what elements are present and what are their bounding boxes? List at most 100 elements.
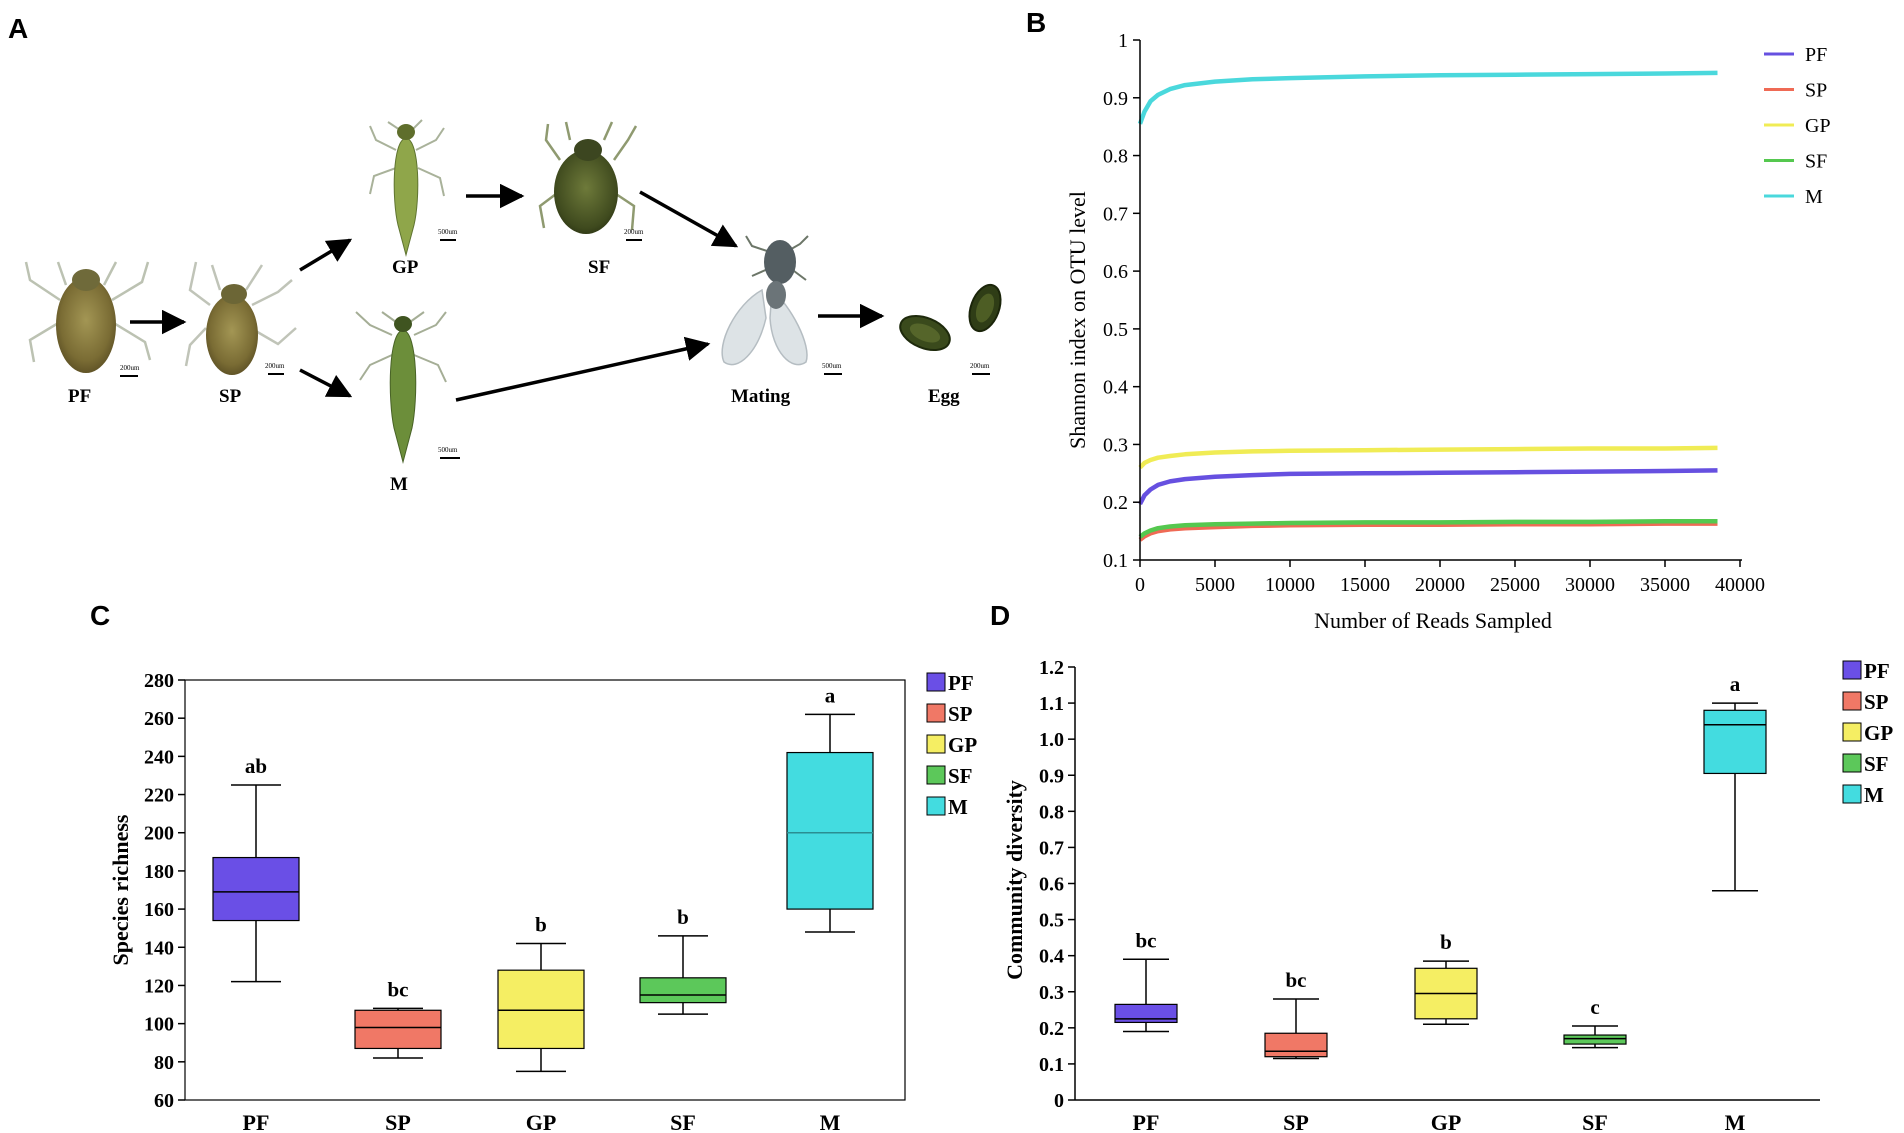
d-y-tick-label: 0.2	[1039, 1018, 1064, 1040]
d-box-pf: bc	[1114, 928, 1178, 1033]
c-y-tick-label: 280	[144, 670, 174, 692]
c-plot-frame	[184, 679, 906, 1101]
c-x-label-pf: PF	[243, 1110, 270, 1133]
panel-label-c: C	[90, 600, 110, 631]
c-y-tick-label: 160	[144, 899, 174, 921]
d-iqr-box-pf	[1114, 1003, 1178, 1024]
d-y-tick-label: 0	[1054, 1090, 1064, 1112]
c-sig-letter-pf: ab	[245, 754, 267, 778]
c-y-axis-title: Species richness	[108, 814, 133, 965]
b-x-tick-label: 10000	[1265, 574, 1315, 596]
scale-text-sf: 200um	[624, 228, 644, 236]
d-legend-swatch-pf	[1842, 660, 1862, 680]
d-y-tick-label: 1.2	[1039, 657, 1064, 679]
d-y-axis-title: Community diversity	[1002, 780, 1027, 980]
c-box-sp: bc	[354, 977, 442, 1059]
c-iqr-box-sf	[639, 977, 727, 1004]
d-y-tick-label: 1.1	[1039, 693, 1064, 715]
b-x-axis-title: Number of Reads Sampled	[1314, 608, 1552, 633]
b-y-tick-label: 0.5	[1103, 319, 1128, 341]
aphid-mating-image	[721, 235, 809, 366]
b-series-group	[1137, 70, 1718, 542]
c-legend-swatch-sf	[926, 765, 946, 785]
panel-label-a: A	[8, 13, 28, 44]
c-x-labels: PF SP GP SF M	[243, 1110, 841, 1133]
c-y-ticks: 60 80 100 120 140 160 180 200 220 240 260 280	[144, 670, 185, 1112]
arrow-sf-to-mating	[639, 190, 739, 248]
b-y-tick-label: 0.9	[1103, 88, 1128, 110]
b-series-line-gp	[1138, 445, 1718, 470]
d-x-label-sf: SF	[1582, 1110, 1608, 1133]
c-x-label-gp: GP	[526, 1110, 557, 1133]
scale-text-m: 500um	[438, 446, 458, 454]
d-legend-label-pf: PF	[1864, 659, 1890, 683]
b-x-tick-label: 40000	[1715, 574, 1765, 596]
c-boxes: ab bc b b a	[212, 683, 874, 1073]
d-y-tick-label: 0.5	[1039, 910, 1064, 932]
d-box-m: a	[1703, 672, 1767, 892]
d-legend-label-gp: GP	[1864, 721, 1893, 745]
scale-text-mating: 500um	[822, 362, 842, 370]
d-iqr-box-sf	[1563, 1034, 1627, 1045]
stage-label-sf: SF	[588, 257, 610, 278]
panel-d-box-plot: 00.10.20.30.40.50.60.70.80.91.01.11.2 bc…	[1002, 657, 1893, 1133]
c-iqr-box-gp	[497, 969, 585, 1050]
c-y-tick-label: 260	[144, 708, 174, 730]
b-x-tick-label: 30000	[1565, 574, 1615, 596]
c-y-tick-label: 180	[144, 861, 174, 883]
b-y-ticks: 0.1 0.2 0.3 0.4 0.5 0.6 0.7 0.8 0.9 1	[1103, 30, 1140, 572]
b-y-tick-label: 0.4	[1103, 377, 1128, 399]
b-legend-label-m: M	[1805, 186, 1823, 208]
d-y-tick-label: 0.4	[1039, 946, 1064, 968]
c-x-label-m: M	[820, 1110, 841, 1133]
d-x-label-pf: PF	[1133, 1110, 1160, 1133]
b-legend-label-sf: SF	[1805, 151, 1827, 173]
aphid-pf-image	[24, 261, 152, 373]
c-y-tick-label: 140	[144, 937, 174, 959]
c-box-sf: b	[639, 905, 727, 1015]
aphid-sf-image	[538, 121, 638, 234]
eggs-image	[899, 283, 1002, 351]
scale-text-sp: 200um	[265, 362, 285, 370]
b-y-tick-label: 1	[1118, 30, 1128, 52]
c-y-tick-label: 240	[144, 746, 174, 768]
d-x-label-sp: SP	[1283, 1110, 1309, 1133]
d-legend-swatch-gp	[1842, 722, 1862, 742]
c-sig-letter-gp: b	[535, 912, 547, 936]
c-legend-swatch-pf	[926, 672, 946, 692]
b-y-tick-label: 0.1	[1103, 550, 1128, 572]
stage-label-m: M	[390, 474, 408, 495]
d-y-tick-label: 0.8	[1039, 801, 1064, 823]
aphid-m-image	[355, 311, 447, 464]
b-x-tick-label: 15000	[1340, 574, 1390, 596]
panel-b-line-chart: 0.1 0.2 0.3 0.4 0.5 0.6 0.7 0.8 0.9 1 0 5000 10000 1…	[1065, 30, 1831, 633]
c-y-tick-label: 120	[144, 975, 174, 997]
panel-a-life-cycle: PF 200um SP 200um GP 50	[24, 119, 1002, 495]
d-x-labels: PF SP GP SF M	[1133, 1110, 1746, 1133]
stage-label-pf: PF	[68, 386, 91, 407]
d-y-tick-label: 0.1	[1039, 1054, 1064, 1076]
d-y-tick-label: 0.9	[1039, 765, 1064, 787]
scale-text-pf: 200um	[120, 364, 140, 372]
c-box-pf: ab	[212, 754, 300, 983]
arrow-m-to-mating	[455, 336, 711, 402]
b-legend-label-pf: PF	[1805, 44, 1827, 66]
d-legend-label-sp: SP	[1864, 690, 1889, 714]
c-x-label-sf: SF	[670, 1110, 696, 1133]
b-y-axis-title: Shannon index on OTU level	[1065, 191, 1090, 449]
d-legend-label-sf: SF	[1864, 752, 1889, 776]
aphid-sp-image	[184, 261, 297, 375]
stage-label-sp: SP	[219, 386, 242, 407]
c-y-tick-label: 100	[144, 1014, 174, 1036]
b-x-tick-label: 25000	[1490, 574, 1540, 596]
d-x-label-m: M	[1725, 1110, 1746, 1133]
c-box-m: a	[786, 683, 874, 933]
b-y-tick-label: 0.6	[1103, 261, 1128, 283]
b-legend: PF SP GP SF M	[1764, 44, 1831, 208]
d-box-sf: c	[1563, 995, 1627, 1049]
c-legend-swatch-sp	[926, 703, 946, 723]
arrow-sp-to-gp	[299, 238, 353, 272]
c-legend-label-sf: SF	[948, 764, 973, 788]
